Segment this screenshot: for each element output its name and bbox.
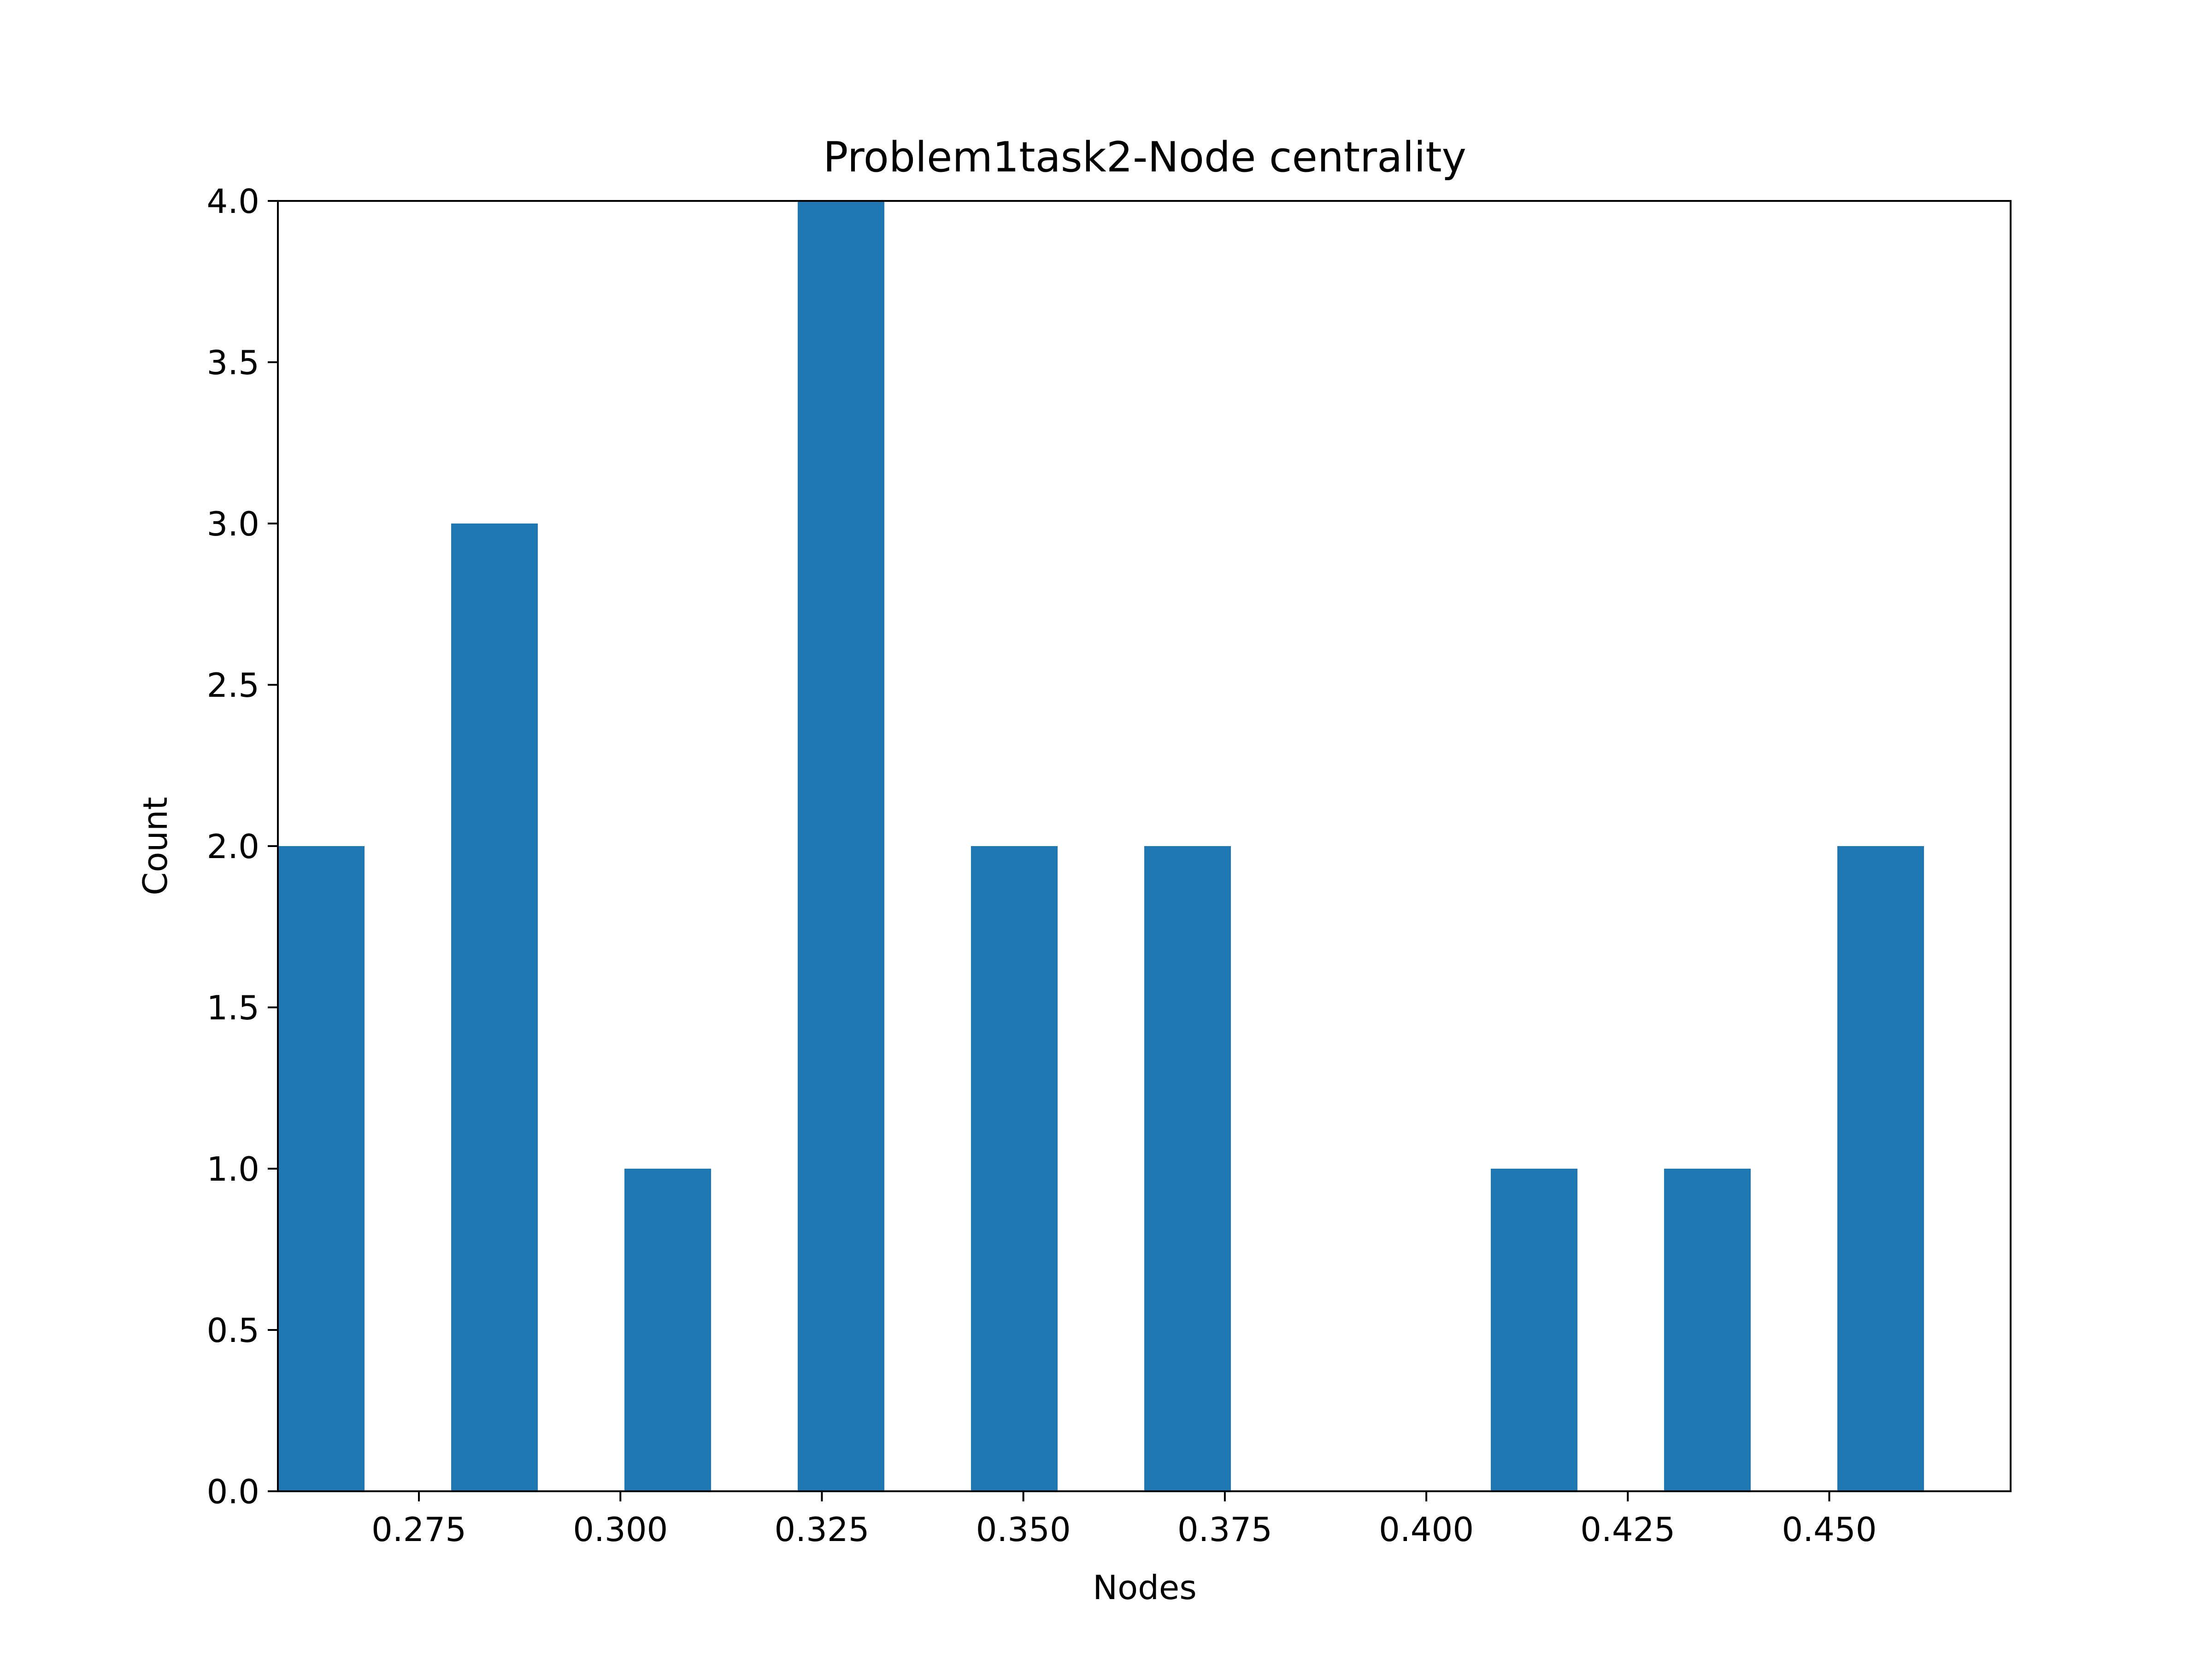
x-tick-label: 0.400 bbox=[1379, 1510, 1474, 1549]
x-tick-label: 0.325 bbox=[774, 1510, 869, 1549]
x-tick-label: 0.375 bbox=[1177, 1510, 1272, 1549]
bars-group bbox=[278, 201, 1924, 1491]
y-tick-label: 2.0 bbox=[206, 827, 259, 866]
y-tick-label: 0.5 bbox=[206, 1311, 259, 1350]
y-axis-ticks: 0.0 0.5 1.0 1.5 2.0 2.5 3.0 3.5 4.0 bbox=[206, 182, 278, 1511]
bar bbox=[1664, 1169, 1751, 1491]
y-tick-label: 2.5 bbox=[206, 666, 259, 705]
y-axis-label: Count bbox=[136, 797, 175, 895]
bar bbox=[451, 524, 538, 1491]
y-tick-label: 3.5 bbox=[206, 343, 259, 382]
bar bbox=[971, 846, 1058, 1491]
chart-title: Problem1task2-Node centrality bbox=[823, 133, 1466, 182]
x-tick-label: 0.450 bbox=[1782, 1510, 1877, 1549]
y-tick-label: 0.0 bbox=[206, 1472, 259, 1511]
x-axis-label: Nodes bbox=[1093, 1568, 1196, 1607]
x-axis-ticks: 0.275 0.300 0.325 0.350 0.375 0.400 0.425 0.450 bbox=[371, 1491, 1877, 1549]
x-tick-label: 0.425 bbox=[1580, 1510, 1675, 1549]
bar bbox=[798, 201, 884, 1491]
bar bbox=[1837, 846, 1924, 1491]
x-tick-label: 0.300 bbox=[573, 1510, 668, 1549]
y-tick-label: 3.0 bbox=[206, 505, 259, 543]
bar bbox=[1491, 1169, 1577, 1491]
bar bbox=[1144, 846, 1231, 1491]
y-tick-label: 4.0 bbox=[206, 182, 259, 221]
x-tick-label: 0.350 bbox=[976, 1510, 1071, 1549]
bar bbox=[624, 1169, 711, 1491]
x-tick-label: 0.275 bbox=[371, 1510, 466, 1549]
y-tick-label: 1.5 bbox=[206, 988, 259, 1027]
bar bbox=[278, 846, 365, 1491]
y-tick-label: 1.0 bbox=[206, 1150, 259, 1188]
